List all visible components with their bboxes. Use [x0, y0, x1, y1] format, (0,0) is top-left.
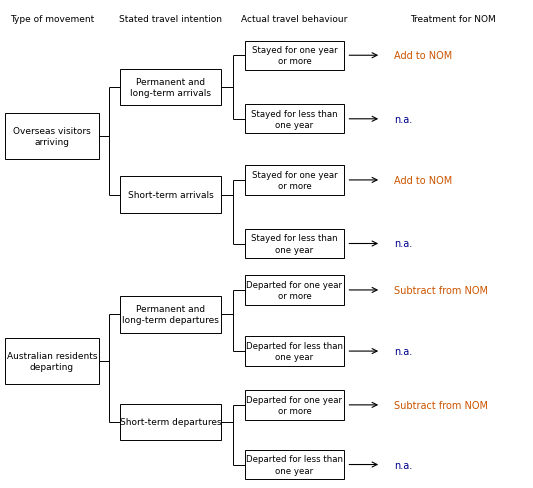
Text: Type of movement: Type of movement [10, 15, 94, 23]
Text: Departed for less than
one year: Departed for less than one year [246, 454, 343, 475]
Bar [245, 450, 344, 479]
Text: Australian residents
departing: Australian residents departing [7, 351, 97, 371]
Text: Subtract from NOM: Subtract from NOM [394, 400, 488, 410]
Text: Actual travel behaviour: Actual travel behaviour [241, 15, 348, 23]
Text: Permanent and
long-term departures: Permanent and long-term departures [122, 305, 219, 325]
Text: n.a.: n.a. [394, 460, 413, 469]
Bar [245, 337, 344, 366]
Text: n.a.: n.a. [394, 115, 413, 124]
Bar [245, 390, 344, 420]
Text: Stated travel intention: Stated travel intention [119, 15, 222, 23]
Text: Stayed for less than
one year: Stayed for less than one year [251, 109, 338, 130]
Text: Departed for one year
or more: Departed for one year or more [246, 395, 343, 415]
Bar [245, 105, 344, 134]
Text: Short-term arrivals: Short-term arrivals [128, 191, 213, 200]
Text: Short-term departures: Short-term departures [120, 418, 221, 427]
Bar [120, 404, 221, 440]
Bar [5, 338, 99, 385]
Text: Stayed for one year
or more: Stayed for one year or more [252, 170, 337, 191]
Text: Add to NOM: Add to NOM [394, 176, 453, 185]
Text: Treatment for NOM: Treatment for NOM [410, 15, 496, 23]
Bar [245, 276, 344, 305]
Bar [245, 41, 344, 71]
Bar [245, 229, 344, 259]
Text: Subtract from NOM: Subtract from NOM [394, 285, 488, 295]
Bar [120, 296, 221, 333]
Bar [5, 114, 99, 160]
Text: Stayed for less than
one year: Stayed for less than one year [251, 234, 338, 254]
Bar [245, 166, 344, 195]
Text: Departed for less than
one year: Departed for less than one year [246, 341, 343, 362]
Text: n.a.: n.a. [394, 346, 413, 356]
Bar [120, 177, 221, 214]
Bar [120, 70, 221, 106]
Text: Add to NOM: Add to NOM [394, 51, 453, 61]
Text: Permanent and
long-term arrivals: Permanent and long-term arrivals [130, 78, 211, 98]
Text: Stayed for one year
or more: Stayed for one year or more [252, 46, 337, 66]
Text: Departed for one year
or more: Departed for one year or more [246, 280, 343, 301]
Text: n.a.: n.a. [394, 239, 413, 249]
Text: Overseas visitors
arriving: Overseas visitors arriving [13, 126, 91, 147]
